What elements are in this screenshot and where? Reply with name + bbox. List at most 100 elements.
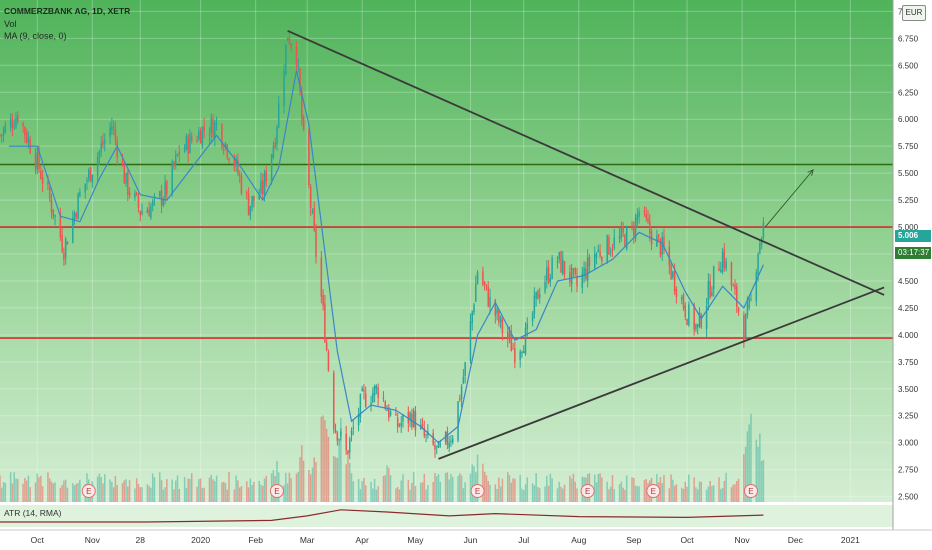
volume-bar (707, 486, 710, 502)
x-tick-label: Dec (788, 535, 804, 545)
volume-bar (759, 433, 761, 502)
candle-body (237, 160, 239, 174)
candle-body (121, 159, 124, 166)
earnings-marker[interactable]: E (646, 484, 661, 498)
y-tick-label: 6.000 (898, 115, 919, 124)
volume-bar (601, 477, 603, 502)
x-tick-label: Oct (31, 535, 45, 545)
candle-body (315, 228, 317, 257)
candle-body (384, 401, 387, 409)
volume-bar (226, 489, 228, 502)
candle-body (508, 333, 511, 337)
volume-bar (196, 486, 198, 502)
candle-body (79, 191, 81, 197)
projection-arrow (764, 169, 814, 228)
atr-legend[interactable]: ATR (14, RMA) (4, 508, 62, 518)
volume-bar (595, 482, 598, 502)
volume-bar (476, 454, 479, 502)
volume-bar (597, 473, 600, 502)
candle-body (77, 193, 79, 220)
candle-body (345, 433, 347, 451)
candle-body (721, 252, 724, 273)
candle-body (661, 237, 663, 255)
volume-bar (427, 485, 429, 502)
currency-button[interactable]: EUR (902, 5, 926, 21)
candle-body (240, 175, 243, 194)
volume-bar (755, 439, 758, 502)
candle-body (98, 150, 101, 158)
candle-body (572, 268, 575, 271)
candle-body (693, 305, 695, 331)
volume-bar (311, 467, 314, 502)
volume-bar (173, 489, 175, 502)
earnings-marker[interactable]: E (743, 484, 758, 498)
earnings-marker[interactable]: E (580, 484, 595, 498)
candle-body (327, 351, 330, 371)
volume-bar (370, 481, 372, 502)
candle-body (506, 331, 509, 340)
candle-body (696, 324, 699, 327)
volume-bar (123, 480, 126, 502)
candle-body (459, 398, 461, 401)
legend-ma[interactable]: MA (9, close, 0) (4, 31, 67, 41)
candle-body (265, 170, 268, 182)
volume-bar (322, 415, 324, 502)
volume-bar (324, 420, 326, 502)
legend-symbol[interactable]: COMMERZBANK AG, 1D, XETR (4, 6, 131, 16)
volume-bar (36, 473, 39, 502)
candle-body (576, 275, 578, 287)
candle-body (487, 286, 489, 307)
candle-body (409, 412, 411, 421)
volume-bar (258, 480, 260, 502)
volume-bar (164, 487, 166, 502)
candle-body (682, 294, 685, 309)
candle-body (13, 127, 15, 129)
candle-body (334, 429, 337, 433)
volume-bar (696, 489, 699, 502)
earnings-marker[interactable]: E (81, 484, 96, 498)
candle-body (22, 122, 24, 126)
candle-body (270, 154, 273, 181)
candle-body (643, 210, 646, 212)
volume-bar (668, 488, 671, 502)
candle-body (762, 222, 765, 238)
candle-body (34, 153, 37, 169)
candle-body (288, 37, 291, 44)
candle-body (333, 372, 335, 430)
volume-bar (737, 478, 740, 502)
y-tick-label: 5.500 (898, 169, 919, 178)
candle-body (189, 134, 191, 154)
volume-bar (734, 484, 736, 502)
candle-body (395, 414, 397, 416)
volume-bar (160, 480, 163, 502)
candle-body (89, 167, 92, 182)
volume-bar (395, 488, 397, 502)
earnings-marker-label: E (651, 487, 656, 496)
candle-body (496, 309, 498, 314)
volume-bar (137, 483, 140, 502)
volume-bar (238, 487, 241, 502)
legend-vol[interactable]: Vol (4, 18, 17, 29)
candle-body (606, 235, 608, 263)
candle-body (725, 260, 727, 269)
candle-body (363, 389, 365, 392)
volume-bar (183, 476, 186, 502)
y-tick-label: 3.000 (898, 439, 919, 448)
volume-bar (22, 483, 24, 502)
candle-body (476, 272, 479, 284)
volume-bar (609, 486, 612, 502)
candle-body (560, 251, 562, 273)
volume-bar (61, 485, 63, 502)
volume-bar (75, 483, 78, 502)
candle-body (54, 215, 56, 217)
candle-body (262, 181, 264, 195)
earnings-marker[interactable]: E (269, 484, 284, 498)
candle-body (695, 324, 697, 330)
volume-bar (720, 488, 722, 502)
volume-bar (444, 473, 447, 502)
candle-body (2, 128, 5, 136)
earnings-marker[interactable]: E (470, 484, 485, 498)
candle-body (657, 234, 660, 237)
candle-body (645, 213, 647, 219)
